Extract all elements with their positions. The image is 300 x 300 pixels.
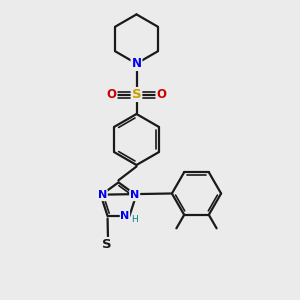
Text: S: S [132,88,141,101]
Text: N: N [98,190,107,200]
Text: N: N [130,190,139,200]
Text: S: S [102,238,111,251]
Text: O: O [106,88,117,101]
Text: H: H [131,215,138,224]
Text: O: O [156,88,167,101]
Text: N: N [131,57,142,70]
Text: N: N [120,211,130,221]
